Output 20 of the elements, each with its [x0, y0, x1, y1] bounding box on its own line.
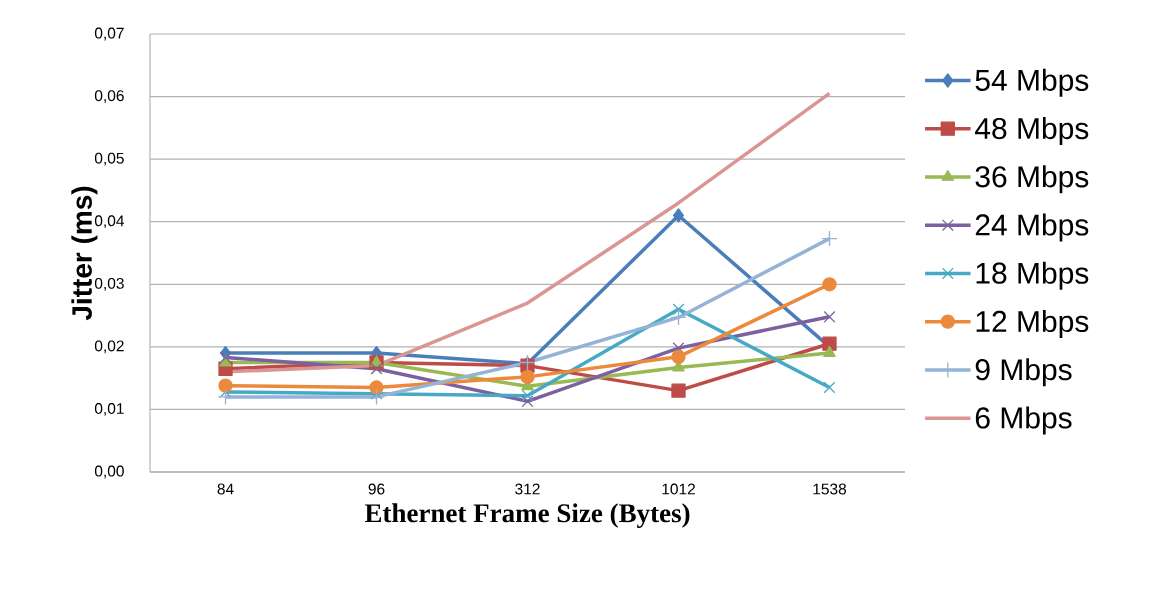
y-tick-label: 0,06	[94, 90, 124, 103]
x-tick-label: 96	[368, 483, 385, 495]
x-tick-label: 1538	[813, 483, 847, 495]
y-tick-label: 0,00	[94, 465, 124, 479]
legend-label: 36 Mbps	[975, 165, 1089, 194]
legend-label: 48 Mbps	[975, 117, 1089, 146]
legend-label: 18 Mbps	[976, 261, 1089, 290]
y-tick-label: 0,02	[94, 340, 124, 354]
legend-label: 12 Mbps	[976, 310, 1089, 339]
x-tick-label: 312	[515, 483, 540, 495]
y-tick-label: 0,07	[94, 27, 124, 41]
legend-label: 6 Mbps	[975, 406, 1072, 435]
x-tick-label: 84	[217, 483, 234, 495]
x-tick-label: 1012	[662, 483, 695, 495]
x-axis-title: Ethernet Frame Size (Bytes)	[364, 503, 690, 528]
legend-label: 9 Mbps	[975, 358, 1072, 387]
y-tick-label: 0,01	[94, 403, 124, 416]
legend-label: 54 Mbps	[975, 68, 1089, 97]
legend-label: 24 Mbps	[975, 213, 1089, 242]
y-tick-label: 0,05	[94, 152, 124, 166]
